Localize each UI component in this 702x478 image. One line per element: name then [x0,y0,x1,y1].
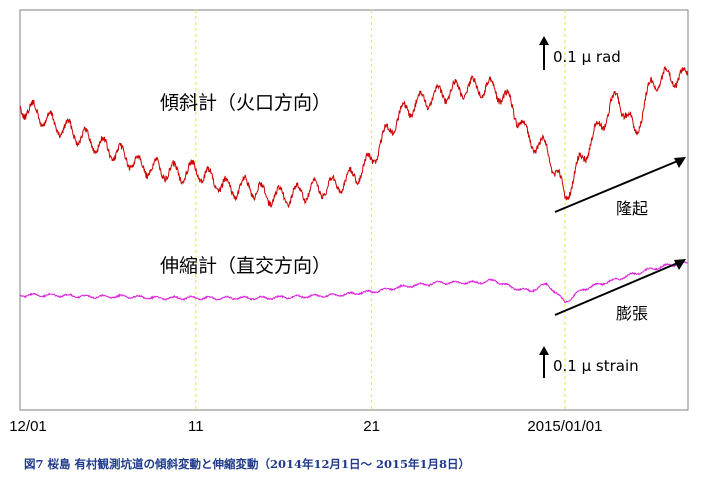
plot-frame [19,9,689,411]
series-line-0 [19,66,689,209]
uplift-label: 隆起 [616,199,648,218]
strain-scale-label: 0.1 μ strain [553,357,639,375]
expansion-label: 膨張 [616,304,648,323]
vertical-dashed-lines [195,10,566,410]
series-label-tilt: 傾斜計（火口方向） [160,92,331,114]
x-tick-label-1: 11 [188,418,204,435]
series-line-1 [19,260,689,304]
figure-caption: 図7 桜島 有村観測坑道の傾斜変動と伸縮変動（2014年12月1日～ 2015年… [24,457,471,471]
x-tick-label-3: 2015/01/01 [527,418,602,435]
expansion-trend-arrowhead [674,259,686,270]
x-tick-label-2: 21 [363,418,380,435]
tilt-scale-label: 0.1 μ rad [553,48,621,66]
strain-scale-arrowhead [539,346,549,355]
uplift-trend-arrow [554,159,681,213]
series-label-strain: 伸縮計（直交方向） [160,255,331,277]
series-lines [19,66,689,304]
expansion-trend-arrow [554,261,681,316]
uplift-trend-arrowhead [674,157,686,168]
x-ticks: 12/01 11 21 2015/01/01 [9,418,602,435]
x-tick-label-0: 12/01 [9,418,47,435]
tilt-scale-arrowhead [539,36,549,45]
